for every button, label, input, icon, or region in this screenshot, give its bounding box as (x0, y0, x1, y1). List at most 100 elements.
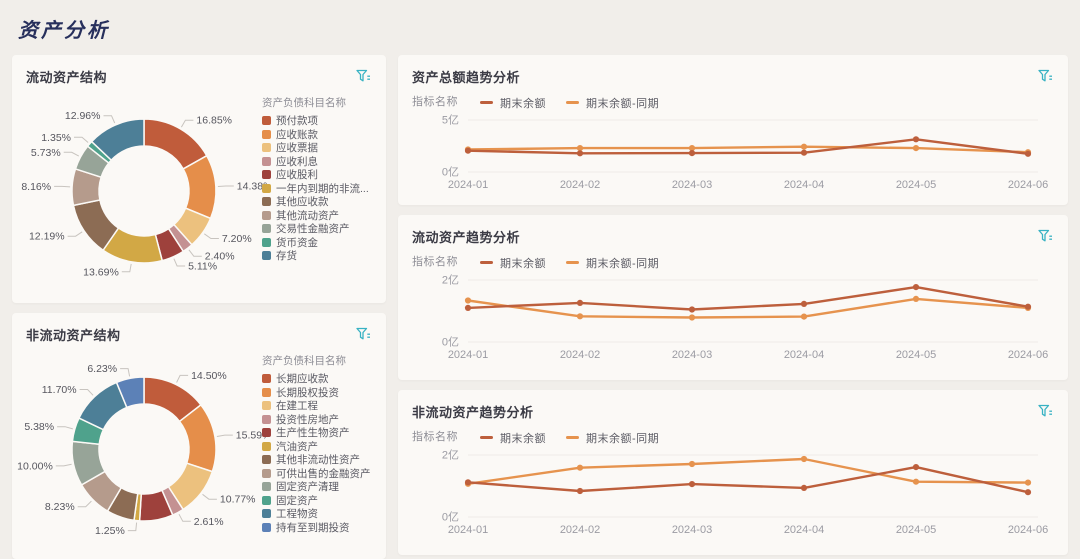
legend-item[interactable]: 应收票据 (262, 142, 376, 154)
data-point[interactable] (800, 300, 808, 307)
donut-chart-area: 14.50% 15.59% 10.77% 2.61% 1.25% 8.23% 10.00% 5… (17, 343, 372, 547)
donut-slice[interactable] (90, 118, 145, 162)
legend-label: 生产性生物资产 (276, 427, 350, 440)
data-point[interactable] (912, 284, 920, 291)
data-point[interactable] (912, 295, 920, 302)
data-point[interactable] (464, 297, 472, 304)
data-point[interactable] (576, 299, 584, 306)
data-point[interactable] (688, 481, 696, 488)
legend-swatch (262, 441, 271, 451)
data-point[interactable] (800, 455, 808, 463)
filter-icon[interactable] (1037, 403, 1054, 419)
legend-item[interactable]: 应收利息 (262, 156, 376, 168)
data-point[interactable] (1024, 150, 1032, 157)
legend-item[interactable]: 固定资产清理 (262, 481, 376, 493)
data-point[interactable] (800, 484, 808, 491)
data-point[interactable] (912, 136, 920, 143)
filter-icon[interactable] (355, 326, 372, 342)
legend-item[interactable]: 长期应收款 (262, 373, 376, 385)
donut-slice[interactable] (115, 376, 145, 409)
legend-item[interactable]: 其他流动资产 (262, 210, 376, 222)
data-point[interactable] (464, 147, 472, 154)
card-header: 资产总额趋势分析 (412, 67, 1054, 85)
label-leader-line (74, 136, 89, 143)
x-axis-label: 2024-02 (560, 349, 600, 361)
legend-item[interactable]: 应收账款 (262, 129, 376, 141)
filter-icon[interactable] (1037, 68, 1054, 84)
label-leader-line (176, 374, 189, 383)
data-point[interactable] (1024, 489, 1032, 496)
data-point[interactable] (464, 479, 472, 486)
legend-item[interactable]: 交易性金融资产 (262, 223, 376, 235)
legend-item[interactable]: 期末余额 (480, 95, 546, 111)
legend-item[interactable]: 一年内到期的非流... (262, 183, 376, 195)
legend-item[interactable]: 投资性房地产 (262, 414, 376, 426)
legend-item[interactable]: 在建工程 (262, 400, 376, 412)
filter-icon[interactable] (355, 68, 372, 84)
legend-item[interactable]: 期末余额 (480, 430, 546, 446)
legend-item[interactable]: 持有至到期投资 (262, 522, 376, 534)
y-axis-label: 2亿 (442, 449, 459, 462)
data-point[interactable] (912, 478, 920, 485)
card-header: 非流动资产结构 (26, 325, 372, 343)
data-point[interactable] (576, 150, 584, 157)
legend-label: 长期股权投资 (276, 386, 339, 399)
legend-item[interactable]: 期末余额 (480, 255, 546, 271)
legend-item[interactable]: 期末余额-同期 (566, 95, 659, 111)
data-point[interactable] (688, 314, 696, 321)
dashboard-page: 资产分析 流动资产结构 16.85%14.38%7.20%2.40%5.11%1… (12, 20, 1068, 559)
data-point[interactable] (800, 313, 808, 320)
page-title: 资产分析 (18, 20, 110, 42)
data-point[interactable] (688, 145, 696, 152)
data-point[interactable] (1024, 303, 1032, 310)
slice-percent-label: 8.16% (21, 181, 51, 193)
legend-item[interactable]: 汽油资产 (262, 441, 376, 453)
label-leader-line (121, 263, 132, 273)
data-point[interactable] (800, 149, 808, 156)
legend-swatch (262, 170, 271, 180)
data-point[interactable] (576, 464, 584, 471)
data-point[interactable] (912, 145, 920, 152)
legend-item[interactable]: 其他非流动性资产 (262, 454, 376, 466)
data-point[interactable] (576, 145, 584, 152)
legend-item[interactable]: 生产性生物资产 (262, 427, 376, 440)
legend-label: 固定资产 (276, 494, 318, 507)
data-point[interactable] (688, 460, 696, 468)
legend-item[interactable]: 货币资金 (262, 237, 376, 249)
data-point[interactable] (800, 143, 808, 150)
data-point[interactable] (1024, 479, 1032, 486)
legend-swatch (262, 197, 271, 207)
dashboard-layout: 流动资产结构 16.85% 14.38% 7.20% 2.40%5.11% 13.69%… (12, 55, 1068, 559)
line-legend: 指标名称 期末余额 期末余额-同期 (412, 429, 1054, 446)
legend-item[interactable]: 期末余额-同期 (566, 255, 659, 271)
filter-icon[interactable] (1037, 228, 1054, 244)
data-point[interactable] (464, 304, 472, 311)
label-leader-line (120, 368, 131, 377)
slice-percent-label: 1.25% (95, 525, 125, 537)
legend-swatch (262, 455, 271, 465)
data-point[interactable] (688, 150, 696, 157)
legend-item[interactable]: 工程物资 (262, 508, 376, 520)
x-axis-label: 2024-04 (784, 524, 824, 536)
y-axis-label: 0亿 (442, 166, 459, 179)
label-leader-line (188, 249, 202, 257)
legend-swatch (262, 237, 271, 247)
legend-item[interactable]: 应收股利 (262, 169, 376, 181)
data-point[interactable] (912, 464, 920, 471)
legend-title: 资产负债科目名称 (262, 97, 346, 109)
legend-item[interactable]: 长期股权投资 (262, 386, 376, 399)
data-point[interactable] (576, 487, 584, 495)
card-total-asset-trend: 资产总额趋势分析 指标名称 期末余额 期末余额-同期 5亿 0亿 2024-01 202… (398, 55, 1068, 205)
legend-swatch (262, 387, 271, 397)
data-point[interactable] (688, 306, 696, 313)
legend-item[interactable]: 预付款项 (262, 115, 376, 127)
legend-label: 期末余额 (500, 257, 546, 270)
legend-item[interactable]: 固定资产 (262, 494, 376, 507)
slice-percent-label: 13.69% (83, 266, 119, 278)
data-point[interactable] (576, 313, 584, 320)
legend-item[interactable]: 可供出售的金融资产 (262, 468, 376, 480)
legend-item[interactable]: 存货 (262, 250, 376, 262)
card-non-current-asset-trend: 非流动资产趋势分析 指标名称 期末余额 期末余额-同期 2亿 0亿 2024-01 20… (398, 390, 1068, 555)
legend-item[interactable]: 期末余额-同期 (566, 430, 659, 446)
legend-item[interactable]: 其他应收款 (262, 196, 376, 208)
